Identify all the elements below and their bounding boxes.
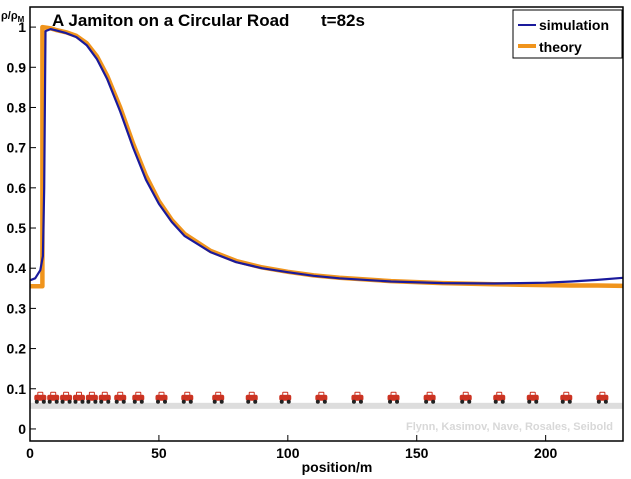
y-tick-label: 0.8 xyxy=(7,99,27,115)
plot-frame xyxy=(29,6,624,442)
car-icon xyxy=(315,391,328,404)
car-icon xyxy=(85,391,98,404)
car-icon xyxy=(72,391,85,404)
car-icon xyxy=(114,391,127,404)
car-icon xyxy=(423,391,436,404)
legend-box xyxy=(512,9,623,59)
credit-text: Flynn, Kasimov, Nave, Rosales, Seibold xyxy=(406,421,613,433)
chart-title: A Jamiton on a Circular Road xyxy=(52,11,289,30)
car-icon xyxy=(351,391,364,404)
legend: simulation theory xyxy=(512,9,623,59)
legend-label-theory: theory xyxy=(539,39,582,55)
legend-label-simulation: simulation xyxy=(539,17,609,33)
time-label: t=82s xyxy=(321,11,365,30)
x-tick-label: 50 xyxy=(151,445,167,461)
car-icon xyxy=(155,391,168,404)
car-icon xyxy=(279,391,292,404)
y-tick-label: 0.4 xyxy=(7,260,27,276)
x-tick-label: 200 xyxy=(534,445,558,461)
car-icon xyxy=(34,391,47,404)
series-layer xyxy=(29,24,624,289)
y-tick-label: 0.5 xyxy=(7,220,27,236)
y-tick-label: 0.3 xyxy=(7,300,27,316)
car-icon xyxy=(212,391,225,404)
y-tick-label: 0.1 xyxy=(7,381,27,397)
cars-layer xyxy=(34,391,609,404)
car-icon xyxy=(459,391,472,404)
y-tick-label: 1 xyxy=(18,19,26,35)
car-icon xyxy=(181,391,194,404)
x-tick-label: 0 xyxy=(26,445,34,461)
car-icon xyxy=(98,391,111,404)
y-axis-label: ρ/ρM xyxy=(1,10,25,24)
car-icon xyxy=(560,391,573,404)
car-icon xyxy=(493,391,506,404)
series-line-simulation xyxy=(29,28,624,285)
car-icon xyxy=(526,391,539,404)
road-layer xyxy=(30,402,623,409)
car-icon xyxy=(245,391,258,404)
y-tick-label: 0.7 xyxy=(7,140,27,156)
y-tick-label: 0.9 xyxy=(7,59,27,75)
x-tick-label: 100 xyxy=(276,445,300,461)
x-tick-label: 150 xyxy=(405,445,429,461)
road-band xyxy=(30,402,623,409)
y-axis-label-subscript: M xyxy=(18,15,25,24)
car-icon xyxy=(47,391,60,404)
car-icon xyxy=(387,391,400,404)
y-tick-label: 0.2 xyxy=(7,341,27,357)
car-icon xyxy=(132,391,145,404)
x-axis-label: position/m xyxy=(302,459,373,475)
car-icon xyxy=(596,391,609,404)
ticks-layer: 0 0.1 0.2 0.3 0.4 0.5 0.6 0.7 0.8 0.9 1 0 50 100 150 20… xyxy=(7,19,558,461)
car-icon xyxy=(60,391,73,404)
y-tick-label: 0.6 xyxy=(7,180,27,196)
y-axis-label-main: ρ/ρ xyxy=(1,10,18,22)
y-tick-label: 0 xyxy=(18,421,26,437)
